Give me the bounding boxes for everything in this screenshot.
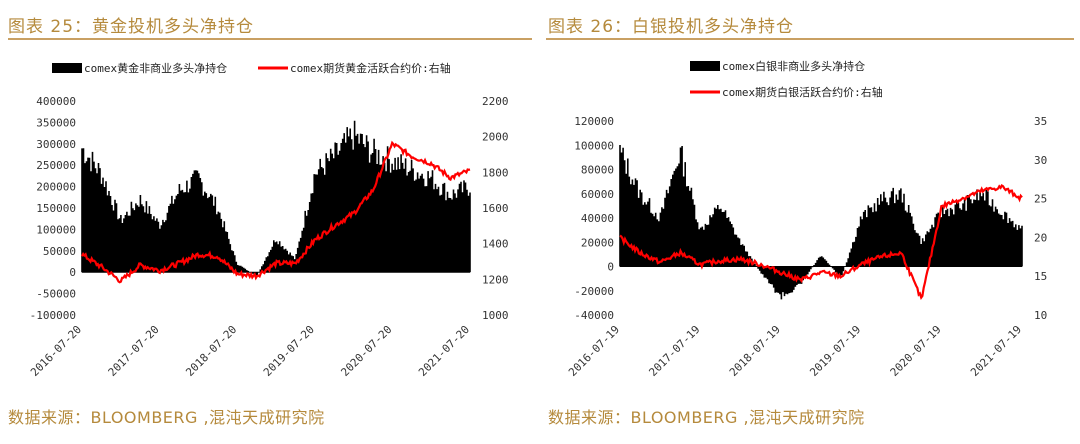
y-right-tick-label: 30 xyxy=(1034,154,1047,167)
x-tick-label: 2021-07-19 xyxy=(968,323,1024,379)
x-tick-label: 2020-07-20 xyxy=(338,323,394,379)
legend-label: comex黄金非商业多头净持仓 xyxy=(84,61,227,75)
y-right-tick-label: 35 xyxy=(1034,115,1047,128)
y-left-tick-label: 250000 xyxy=(36,159,76,172)
price-line xyxy=(619,183,1023,301)
y-right-tick-label: 1600 xyxy=(482,202,509,215)
x-tick-label: 2021-07-20 xyxy=(416,323,472,379)
y-right-tick-label: 25 xyxy=(1034,193,1047,206)
y-left-tick-label: 50000 xyxy=(43,245,76,258)
source-note: 数据来源：BLOOMBERG ,混沌天成研究院 xyxy=(8,408,325,427)
x-tick-label: 2018-07-20 xyxy=(183,323,239,379)
legend-label: comex期货黄金活跃合约价:右轴 xyxy=(290,61,451,75)
y-right-tick-label: 2000 xyxy=(482,131,509,144)
y-left-tick-label: 100000 xyxy=(36,223,76,236)
y-right-tick-label: 2200 xyxy=(482,95,509,108)
y-right-tick-label: 15 xyxy=(1034,270,1047,283)
y-left-tick-label: -20000 xyxy=(574,285,614,298)
x-tick-label: 2017-07-20 xyxy=(106,323,162,379)
title-rule xyxy=(8,38,532,40)
net-position-bars xyxy=(81,120,471,276)
x-tick-label: 2020-07-19 xyxy=(888,323,944,379)
y-left-tick-label: 0 xyxy=(607,261,614,274)
chart-panel-silver: 图表 26：白银投机多头净持仓 120000 100000 80000 60000 40… xyxy=(540,0,1080,444)
y-left-tick-label: 60000 xyxy=(581,188,614,201)
y-left-tick-label: -40000 xyxy=(574,309,614,322)
x-tick-label: 2016-07-19 xyxy=(566,323,622,379)
x-tick-label: 2017-07-19 xyxy=(646,323,702,379)
y-left-tick-label: 150000 xyxy=(36,202,76,215)
y-left-tick-label: 120000 xyxy=(574,115,614,128)
y-right-tick-label: 1400 xyxy=(482,238,509,251)
y-left-tick-label: -50000 xyxy=(36,288,76,301)
x-tick-label: 2019-07-20 xyxy=(261,323,317,379)
source-note: 数据来源：BLOOMBERG ,混沌天成研究院 xyxy=(548,408,865,427)
price-line xyxy=(81,140,471,284)
y-right-tick-label: 1200 xyxy=(482,273,509,286)
x-tick-label: 2018-07-19 xyxy=(727,323,783,379)
chart-title: 图表 26：白银投机多头净持仓 xyxy=(548,17,795,37)
y-left-tick-label: 0 xyxy=(69,266,76,279)
y-left-tick-label: 20000 xyxy=(581,236,614,249)
net-position-bars xyxy=(619,145,1023,300)
silver-chart-svg: 120000 100000 80000 60000 40000 20000 0 -20000 -… xyxy=(566,59,1047,379)
chart-panel-gold: 图表 25：黄金投机多头净持仓 400000 350000 300000 250000… xyxy=(8,17,532,427)
y-left-tick-label: 40000 xyxy=(581,212,614,225)
chart-title: 图表 25：黄金投机多头净持仓 xyxy=(8,17,255,37)
legend-swatch-bar xyxy=(52,63,82,73)
y-left-tick-label: 80000 xyxy=(581,164,614,177)
y-left-tick-label: 100000 xyxy=(574,139,614,152)
legend-label: comex白银非商业多头净持仓 xyxy=(722,59,865,73)
y-right-tick-label: 1800 xyxy=(482,166,509,179)
y-right-tick-label: 1000 xyxy=(482,309,509,322)
y-left-tick-label: 350000 xyxy=(36,116,76,129)
x-tick-label: 2019-07-19 xyxy=(807,323,863,379)
y-right-tick-label: 10 xyxy=(1034,309,1047,322)
title-rule xyxy=(546,38,1074,40)
x-tick-label: 2016-07-20 xyxy=(28,323,84,379)
legend-swatch-bar xyxy=(690,61,720,71)
y-left-tick-label: 300000 xyxy=(36,138,76,151)
y-left-tick-label: 400000 xyxy=(36,95,76,108)
y-left-tick-label: 200000 xyxy=(36,181,76,194)
y-right-tick-label: 20 xyxy=(1034,231,1047,244)
y-left-tick-label: -100000 xyxy=(30,309,76,322)
legend-label: comex期货白银活跃合约价:右轴 xyxy=(722,85,883,99)
gold-chart-svg: 400000 350000 300000 250000 200000 150000 1000… xyxy=(28,61,509,379)
